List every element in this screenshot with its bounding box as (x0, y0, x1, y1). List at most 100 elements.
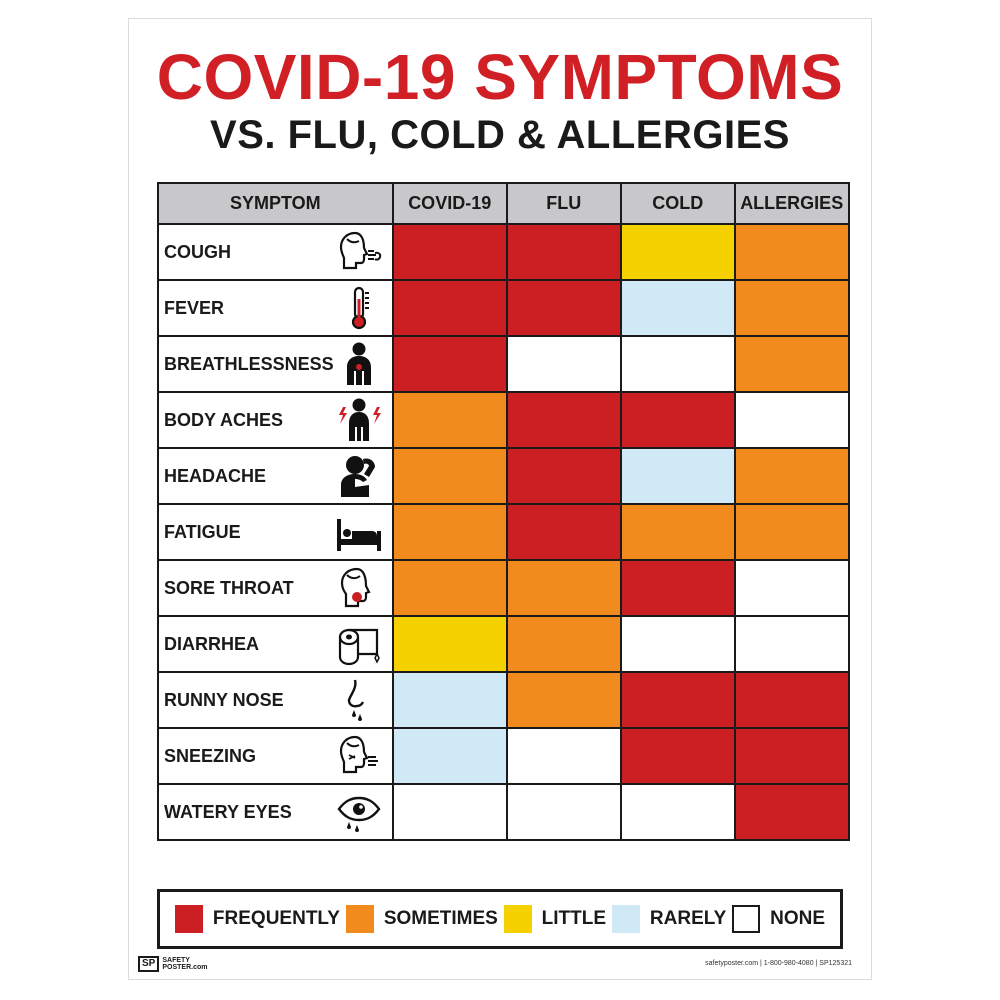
level-cell-allergies-none (733, 615, 850, 673)
bed-icon (334, 509, 384, 555)
sneezing-icon (334, 733, 384, 779)
level-cell-cold-frequently (619, 727, 736, 785)
level-cell-cold-none (619, 783, 736, 841)
level-cell-allergies-none (733, 391, 850, 449)
symptom-label: DIARRHEA (164, 633, 260, 654)
symptom-label: SNEEZING (164, 745, 257, 766)
level-cell-flu-frequently (505, 223, 622, 281)
header-symptom: SYMPTOM (157, 182, 394, 225)
level-cell-covid-19-little (391, 615, 508, 673)
legend-swatch-little (503, 905, 532, 933)
level-cell-allergies-frequently (733, 671, 850, 729)
level-cell-cold-frequently (619, 671, 736, 729)
table-row-body-aches: BODY ACHES (157, 391, 850, 449)
level-cell-allergies-sometimes (733, 279, 850, 337)
level-cell-flu-frequently (505, 503, 622, 561)
level-cell-covid-19-none (391, 783, 508, 841)
brand-mark: SP (138, 956, 160, 972)
legend-label: LITTLE (541, 908, 607, 929)
legend: FREQUENTLY SOMETIMES LITTLE RARELY NONE (157, 889, 843, 949)
symptom-label: COUGH (164, 241, 231, 262)
brand-line-1: SAFETY (162, 957, 190, 964)
level-cell-flu-frequently (505, 279, 622, 337)
headache-icon (334, 453, 384, 499)
legend-label: SOMETIMES (383, 908, 498, 929)
level-cell-cold-little (619, 223, 736, 281)
legend-item-frequently: FREQUENTLY (174, 905, 340, 933)
safetyposter-logo: SP SAFETY POSTER.com (138, 956, 207, 972)
symptom-label: FATIGUE (164, 521, 241, 542)
legend-item-none: NONE (732, 905, 825, 933)
level-cell-covid-19-sometimes (391, 559, 508, 617)
symptom-label: RUNNY NOSE (164, 689, 284, 710)
level-cell-flu-sometimes (505, 559, 622, 617)
symptom-label: FEVER (164, 297, 225, 318)
legend-label: RARELY (649, 908, 727, 929)
level-cell-covid-19-rarely (391, 727, 508, 785)
level-cell-cold-none (619, 335, 736, 393)
symptom-cell: DIARRHEA (157, 615, 394, 673)
level-cell-allergies-none (733, 559, 850, 617)
header-cold: COLD (619, 182, 736, 225)
level-cell-covid-19-frequently (391, 335, 508, 393)
legend-item-rarely: RARELY (611, 905, 727, 933)
level-cell-allergies-frequently (733, 783, 850, 841)
body-aches-icon (334, 397, 384, 443)
table-row-breathlessness: BREATHLESSNESS (157, 335, 850, 393)
level-cell-covid-19-rarely (391, 671, 508, 729)
legend-swatch-sometimes (345, 905, 374, 933)
table-row-cough: COUGH (157, 223, 850, 281)
symptom-label: BODY ACHES (164, 409, 284, 430)
legend-swatch-frequently (174, 905, 203, 933)
level-cell-covid-19-frequently (391, 279, 508, 337)
level-cell-flu-sometimes (505, 615, 622, 673)
brand-wordmark: SAFETY POSTER.com (162, 957, 207, 971)
level-cell-flu-none (505, 335, 622, 393)
brand-line-2: POSTER.com (162, 964, 208, 971)
level-cell-cold-rarely (619, 447, 736, 505)
table-row-headache: HEADACHE (157, 447, 850, 505)
level-cell-allergies-sometimes (733, 447, 850, 505)
watery-eye-icon (334, 789, 384, 835)
symptom-cell: FEVER (157, 279, 394, 337)
level-cell-covid-19-sometimes (391, 503, 508, 561)
symptom-label: WATERY EYES (164, 801, 292, 822)
table-row-fever: FEVER (157, 279, 850, 337)
table-row-runny-nose: RUNNY NOSE (157, 671, 850, 729)
symptom-label: HEADACHE (164, 465, 267, 486)
level-cell-allergies-sometimes (733, 223, 850, 281)
symptom-cell: SNEEZING (157, 727, 394, 785)
toilet-paper-icon (334, 621, 384, 667)
level-cell-allergies-sometimes (733, 503, 850, 561)
level-cell-flu-none (505, 727, 622, 785)
symptom-label: SORE THROAT (164, 577, 294, 598)
table-header-row: SYMPTOM COVID-19 FLU COLD ALLERGIES (157, 182, 850, 225)
cough-icon (334, 229, 384, 275)
level-cell-covid-19-sometimes (391, 447, 508, 505)
legend-item-little: LITTLE (503, 905, 607, 933)
sore-throat-icon (334, 565, 384, 611)
poster-subtitle: VS. FLU, COLD & ALLERGIES (210, 113, 790, 157)
symptom-cell: BODY ACHES (157, 391, 394, 449)
symptom-cell: RUNNY NOSE (157, 671, 394, 729)
legend-label: FREQUENTLY (212, 908, 340, 929)
level-cell-covid-19-sometimes (391, 391, 508, 449)
legend-swatch-none (732, 905, 761, 933)
level-cell-covid-19-frequently (391, 223, 508, 281)
symptom-cell: SORE THROAT (157, 559, 394, 617)
level-cell-flu-none (505, 783, 622, 841)
symptom-cell: FATIGUE (157, 503, 394, 561)
table-row-fatigue: FATIGUE (157, 503, 850, 561)
level-cell-cold-frequently (619, 391, 736, 449)
level-cell-cold-sometimes (619, 503, 736, 561)
header-covid-19: COVID-19 (391, 182, 508, 225)
thermometer-icon (334, 285, 384, 331)
poster-title: COVID-19 SYMPTOMS (156, 41, 844, 113)
runny-nose-icon (334, 677, 384, 723)
level-cell-cold-none (619, 615, 736, 673)
level-cell-cold-rarely (619, 279, 736, 337)
symptom-comparison-table: SYMPTOM COVID-19 FLU COLD ALLERGIES COUG… (157, 182, 850, 841)
table-row-watery-eyes: WATERY EYES (157, 783, 850, 841)
level-cell-flu-frequently (505, 447, 622, 505)
legend-item-sometimes: SOMETIMES (345, 905, 498, 933)
